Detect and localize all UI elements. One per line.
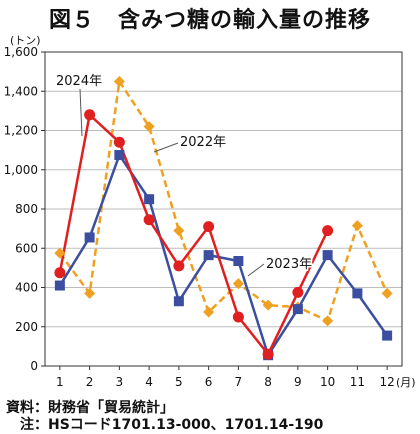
y-tick-label: 1,200 (4, 124, 38, 138)
data-point (203, 221, 215, 233)
annotation-leader (153, 142, 179, 153)
y-tick-label: 600 (15, 241, 38, 255)
data-point (322, 250, 333, 261)
data-point (173, 225, 185, 237)
data-point (233, 256, 244, 267)
annotation-leader (247, 263, 265, 277)
data-point (54, 280, 65, 291)
data-point (232, 311, 244, 323)
y-tick-label: 800 (15, 202, 38, 216)
annotation-leader (79, 88, 83, 137)
series-line-0 (58, 80, 389, 323)
data-point (292, 304, 303, 315)
data-point (352, 288, 363, 299)
series-line-1 (58, 153, 389, 357)
x-tick-label: 6 (205, 375, 213, 389)
x-tick-label: 12 (379, 375, 394, 389)
data-point (203, 306, 215, 318)
x-tick-label: 8 (264, 375, 272, 389)
x-tick-label: 10 (320, 375, 335, 389)
series-label: 2022年 (180, 135, 226, 150)
y-tick-label: 200 (15, 320, 38, 334)
x-tick-label: 11 (350, 375, 365, 389)
chart-title: 図５ 含みつ糖の輸入量の推移 (48, 8, 371, 33)
data-point (322, 315, 334, 327)
data-point (381, 287, 393, 299)
y-unit-label: (トン) (10, 34, 41, 47)
data-point (173, 260, 185, 272)
y-tick-label: 1,600 (4, 45, 38, 59)
x-tick-label: 5 (175, 375, 183, 389)
data-point (84, 232, 95, 243)
data-point (382, 330, 393, 341)
footnote: 注：HSコード1701.13-000、1701.14-190 (20, 417, 324, 433)
source-note: 資料：財務省「貿易統計」 (6, 400, 174, 416)
x-tick-label: 2 (86, 375, 94, 389)
x-tick-label: 7 (235, 375, 243, 389)
data-point (322, 225, 334, 237)
series-label: 2024年 (56, 74, 102, 89)
data-point (203, 250, 214, 261)
y-tick-label: 400 (15, 281, 38, 295)
data-point (84, 287, 96, 299)
data-point (262, 348, 274, 360)
data-point (143, 214, 155, 226)
data-point (262, 299, 274, 311)
x-tick-label: 1 (56, 375, 64, 389)
data-point (292, 286, 304, 298)
x-tick-label: 3 (116, 375, 124, 389)
data-point (54, 247, 66, 259)
y-tick-label: 0 (30, 359, 38, 373)
x-tick-label: 4 (145, 375, 153, 389)
data-point (54, 267, 66, 279)
y-tick-label: 1,400 (4, 84, 38, 98)
data-point (114, 150, 125, 161)
series-label: 2023年 (266, 257, 312, 272)
data-point (143, 121, 155, 133)
data-point (84, 109, 96, 121)
y-tick-label: 1,000 (4, 163, 38, 177)
x-unit-label: (月) (396, 376, 416, 389)
x-tick-label: 9 (294, 375, 302, 389)
data-point (351, 220, 363, 232)
data-point (113, 75, 125, 87)
data-point (232, 278, 244, 290)
data-point (113, 136, 125, 148)
series-line-2 (58, 113, 329, 356)
data-point (173, 296, 184, 307)
plot-frame (44, 51, 403, 367)
data-point (144, 194, 155, 205)
